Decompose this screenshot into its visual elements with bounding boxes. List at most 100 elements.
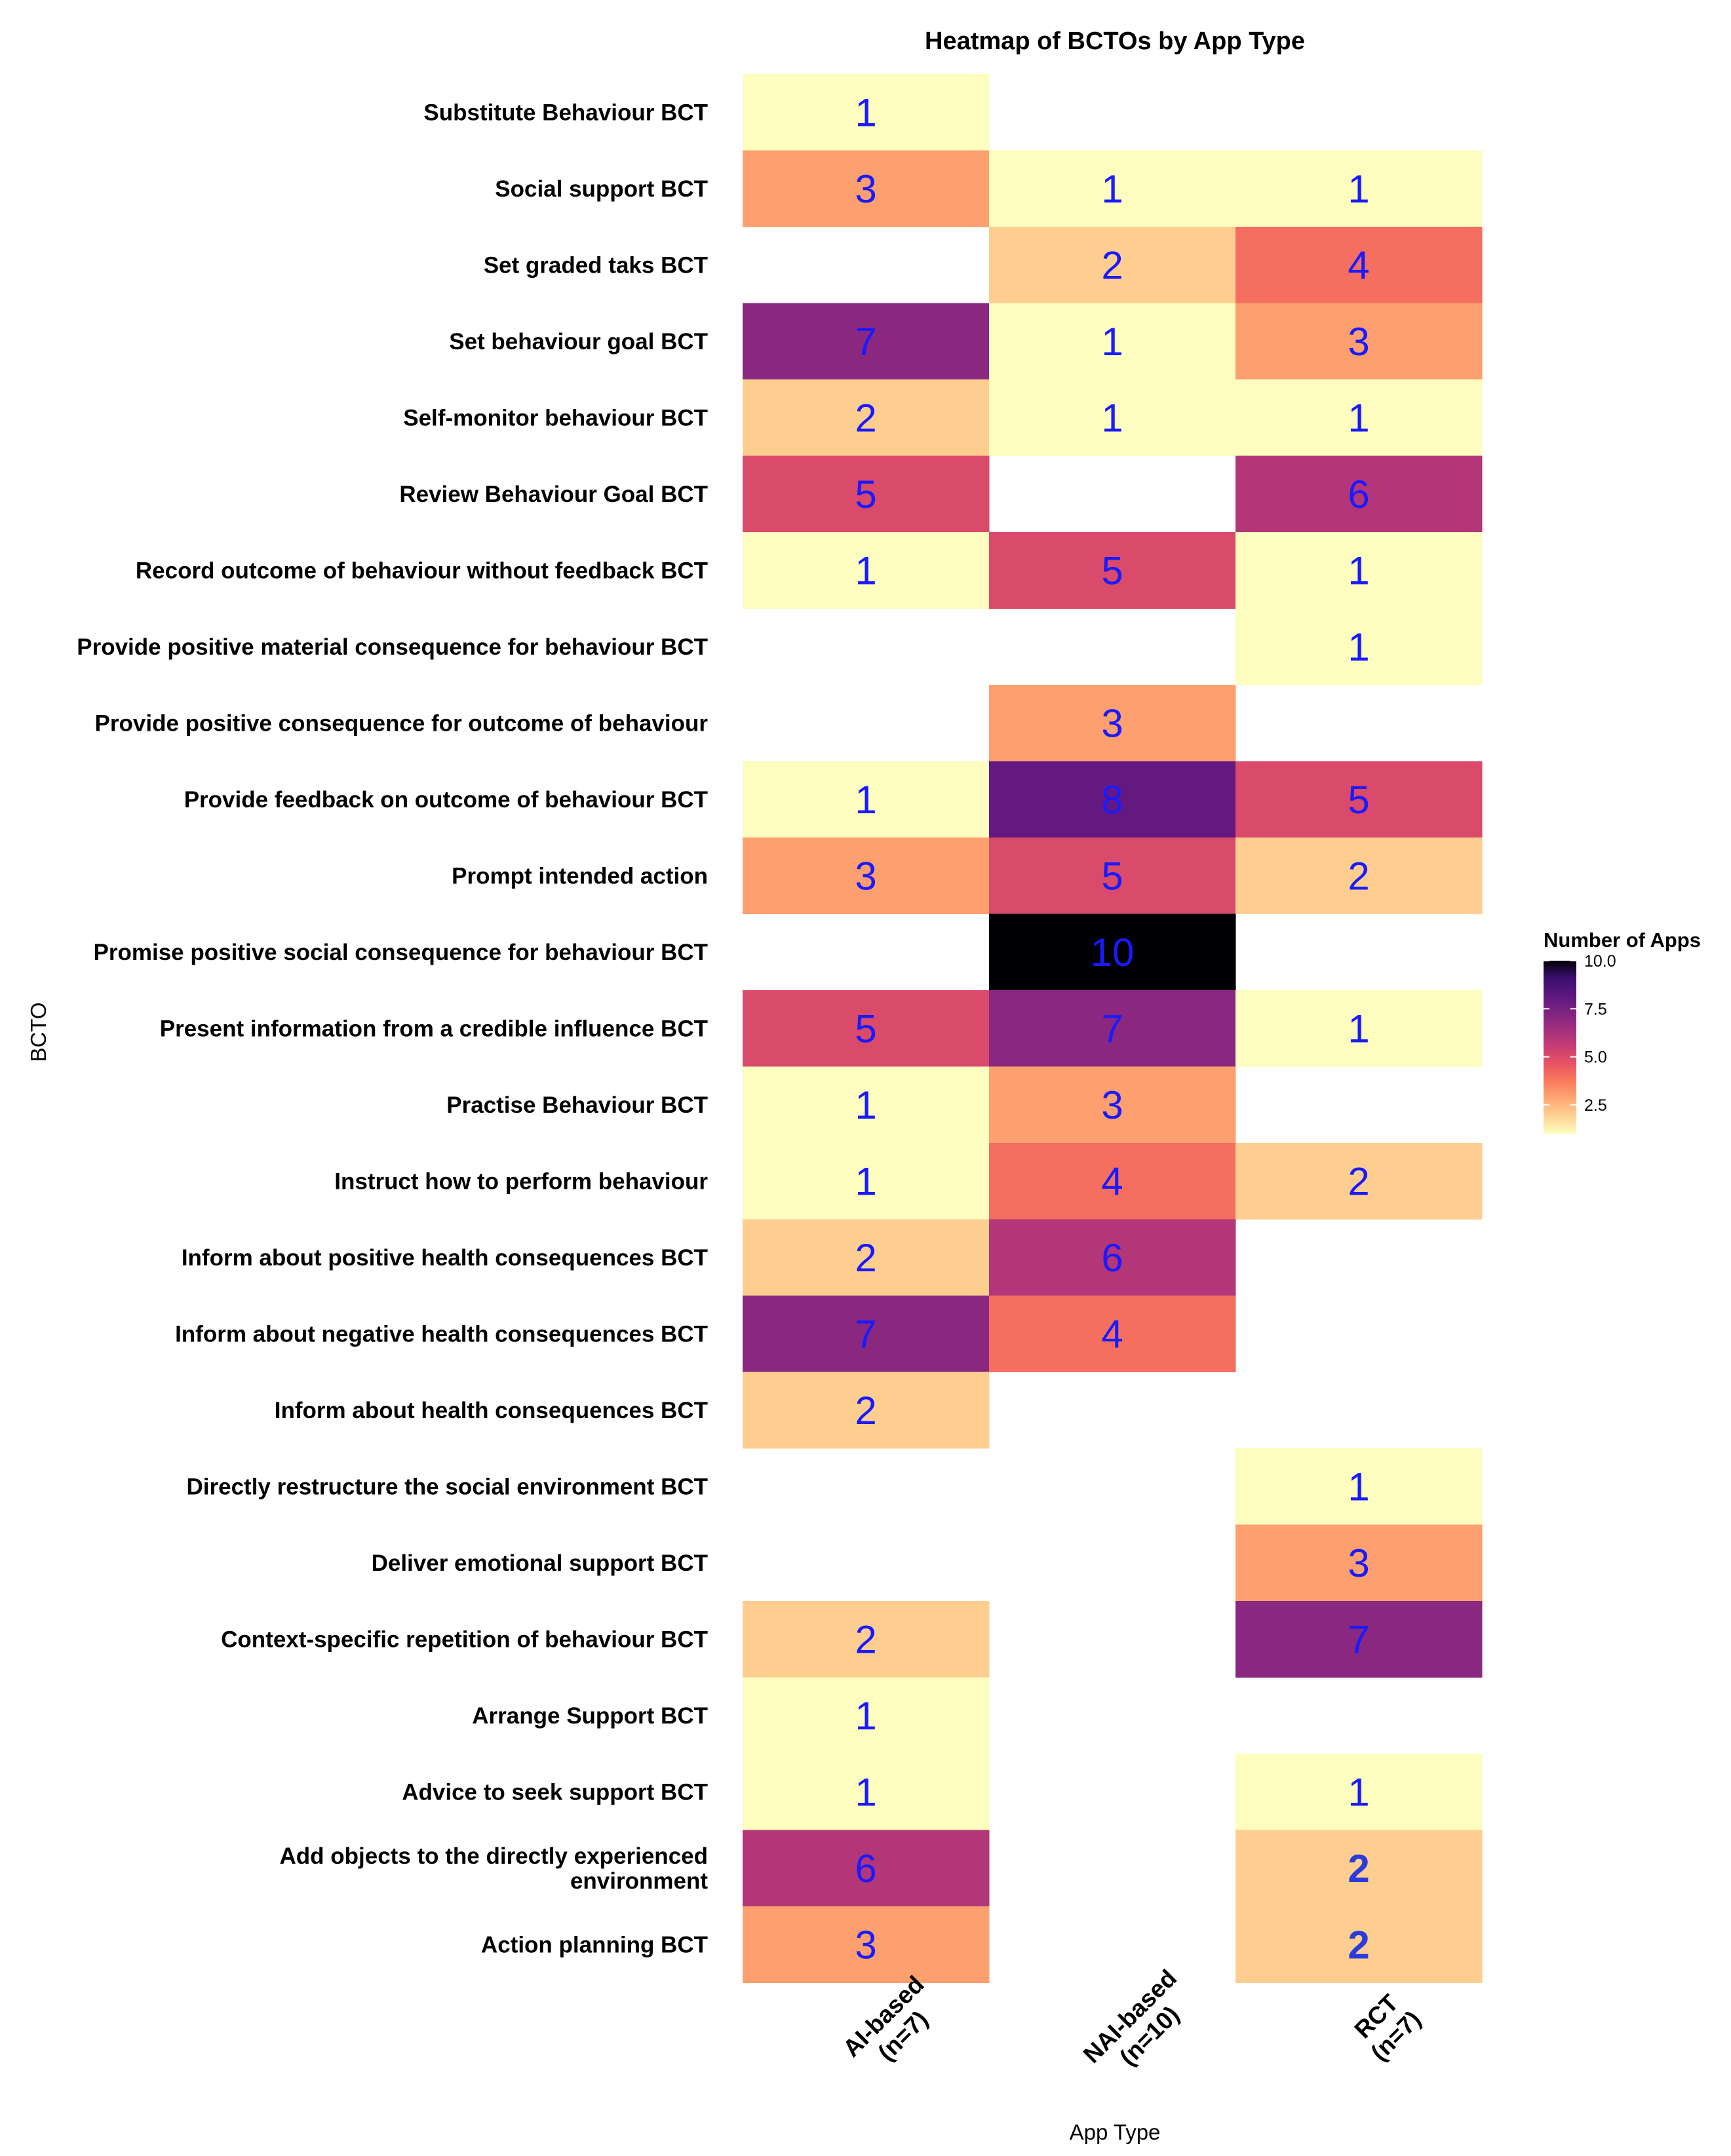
cell-value: 2: [855, 1389, 876, 1433]
heatmap-cell: [1235, 608, 1483, 685]
cell-value: 2: [855, 1617, 876, 1661]
row-labels: Substitute Behaviour BCT Social support B…: [77, 100, 708, 1957]
cell-value: 3: [1101, 1083, 1123, 1127]
cell-value: 10: [1091, 931, 1135, 974]
heatmap-cell: [743, 990, 990, 1067]
heatmap-cell: [989, 1066, 1236, 1144]
heatmap-cell: [743, 455, 990, 533]
cell-value: 2: [1348, 1923, 1369, 1967]
row-label: Inform about positive health consequence…: [182, 1245, 708, 1271]
chart-title: Heatmap of BCTOs by App Type: [925, 28, 1305, 55]
heatmap-cell: [743, 1601, 990, 1678]
heatmap-cell: [743, 1830, 990, 1907]
row-label: Self-monitor behaviour BCT: [403, 405, 708, 431]
heatmap-cell: [989, 227, 1236, 303]
heatmap-cell: [1235, 227, 1483, 303]
row-label: Provide positive material consequence fo…: [77, 634, 708, 660]
row-label: Substitute Behaviour BCT: [423, 100, 708, 125]
column-label: AI-based(n=7): [838, 1971, 933, 2066]
heatmap-cell: [989, 990, 1236, 1067]
heatmap-cell: [1235, 1601, 1483, 1678]
heatmap-cell: [1235, 455, 1483, 533]
cell-value: 3: [1348, 320, 1369, 364]
cell-value: 7: [855, 320, 876, 364]
heatmap-cell: [743, 1219, 990, 1296]
row-label: Record outcome of behaviour without feed…: [136, 558, 708, 583]
heatmap-cell: [1235, 303, 1483, 380]
row-label: Action planning BCT: [481, 1932, 708, 1957]
row-label: Present information from a credible infl…: [160, 1016, 708, 1041]
legend-colorbar: [1544, 961, 1576, 1134]
row-label: Provide positive consequence for outcome…: [95, 710, 709, 736]
row-label: Social support BCT: [495, 176, 708, 202]
cell-value: 1: [1348, 1770, 1369, 1814]
heatmap-cell: [1235, 1524, 1483, 1602]
cell-value: 1: [855, 778, 876, 822]
cell-value: 5: [1101, 549, 1123, 592]
cell-value: 1: [1101, 320, 1123, 364]
cell-value: 4: [1101, 1312, 1123, 1356]
heatmap-cell: [743, 1372, 990, 1449]
cell-value: 5: [855, 1007, 876, 1050]
heatmap-cell: [743, 1143, 990, 1220]
cell-value: 2: [1101, 243, 1123, 287]
heatmap-cell: [1235, 837, 1483, 914]
row-label: Promise positive social consequence for …: [94, 940, 708, 965]
row-label: Deliver emotional support BCT: [372, 1550, 708, 1576]
heatmap-cell: [989, 150, 1236, 227]
cell-value: 3: [1348, 1541, 1369, 1585]
legend-tick-label: 10.0: [1584, 952, 1616, 971]
cell-value: 2: [1348, 1847, 1369, 1891]
cell-value: 1: [1348, 167, 1369, 211]
cell-value: 5: [1101, 854, 1123, 898]
cell-value: 6: [1101, 1236, 1123, 1280]
heatmap-cell: [1235, 1448, 1483, 1525]
heatmap-cell: [1235, 532, 1483, 609]
cell-value: 3: [855, 1923, 876, 1967]
cell-value: 2: [855, 396, 876, 440]
row-label: Inform about health consequences BCT: [275, 1398, 708, 1423]
legend-ticks: 10.0 7.5 5.0 2.5: [1544, 952, 1616, 1115]
heatmap-cell: [989, 1296, 1236, 1372]
heatmap-cell: [743, 379, 990, 456]
heatmap-cell: [743, 74, 990, 151]
heatmap-cell: [743, 532, 990, 609]
heatmap-cell: [743, 1677, 990, 1754]
heatmap-cell: [989, 1219, 1236, 1296]
heatmap-cell: [989, 761, 1236, 838]
heatmap-cell: [1235, 1754, 1483, 1830]
heatmap-cell: [743, 1066, 990, 1144]
heatmap-cell: [743, 1296, 990, 1372]
heatmap-cell: [1235, 379, 1483, 456]
heatmap-cell: [1235, 1906, 1483, 1983]
cell-value: 1: [855, 1770, 876, 1814]
cell-value: 1: [855, 1694, 876, 1738]
heatmap-cell: [989, 837, 1236, 914]
cell-value: 2: [1348, 1159, 1369, 1203]
heatmap-cell: [743, 761, 990, 838]
row-label: Provide feedback on outcome of behaviour…: [184, 787, 708, 813]
y-axis-label: BCTO: [26, 1002, 50, 1062]
row-label: Practise Behaviour BCT: [446, 1092, 708, 1118]
row-label: Directly restructure the social environm…: [187, 1474, 709, 1499]
legend-tick-label: 5.0: [1584, 1049, 1607, 1067]
legend-tick-label: 2.5: [1584, 1096, 1607, 1115]
heatmap-cell: [743, 1754, 990, 1830]
column-label: RCT(n=7): [1350, 1989, 1426, 2066]
cell-value: 1: [1348, 1465, 1369, 1509]
cell-value: 2: [855, 1236, 876, 1280]
cell-value: 1: [1348, 549, 1369, 592]
x-axis-label: App Type: [1070, 2120, 1161, 2144]
row-label: Arrange Support BCT: [472, 1703, 708, 1729]
heatmap-cell: [1235, 1143, 1483, 1220]
cell-value: 3: [855, 854, 876, 898]
heatmap-cell: [743, 150, 990, 227]
row-label: Prompt intended action: [452, 863, 708, 889]
cell-value: 1: [1101, 167, 1123, 211]
cell-value: 7: [855, 1312, 876, 1356]
row-label: Set behaviour goal BCT: [449, 329, 708, 355]
legend-title: Number of Apps: [1544, 929, 1701, 952]
cell-value: 1: [1348, 625, 1369, 669]
cell-value: 1: [855, 90, 876, 134]
